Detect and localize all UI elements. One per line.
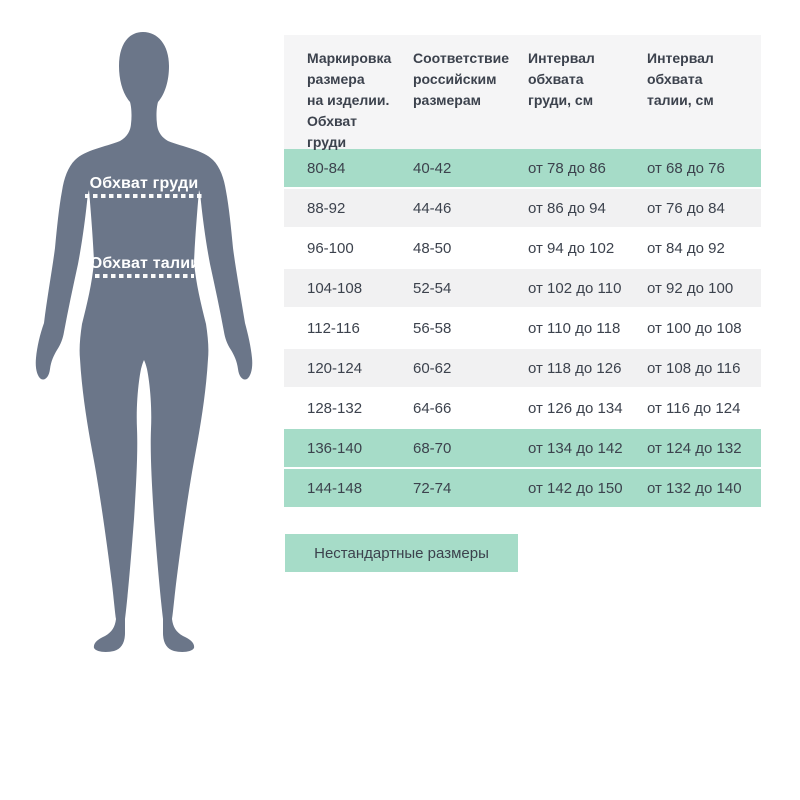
cell-waist: от 68 до 76	[647, 159, 725, 177]
cell-waist: от 92 до 100	[647, 279, 734, 297]
cell-russian: 40-42	[413, 159, 452, 177]
size-table: Маркировка размера на изделии. Обхват гр…	[284, 35, 761, 509]
cell-russian: 56-58	[413, 319, 452, 337]
table-row: 144-148 72-74 от 142 до 150 от 132 до 14…	[284, 469, 761, 509]
cell-marking: 136-140	[307, 439, 363, 457]
cell-chest: от 142 до 150	[528, 479, 623, 497]
cell-chest: от 86 до 94	[528, 199, 606, 217]
cell-chest: от 110 до 118	[528, 319, 621, 337]
table-row: 128-132 64-66 от 126 до 134 от 116 до 12…	[284, 389, 761, 429]
cell-russian: 48-50	[413, 239, 452, 257]
table-header-russian: Соответствие российским размерам	[413, 50, 510, 108]
cell-russian: 68-70	[413, 439, 452, 457]
table-row: 104-108 52-54 от 102 до 110 от 92 до 100	[284, 269, 761, 309]
cell-chest: от 102 до 110	[528, 279, 622, 297]
cell-marking: 96-100	[307, 239, 354, 257]
cell-russian: 64-66	[413, 399, 452, 417]
cell-waist: от 76 до 84	[647, 199, 725, 217]
nonstandard-sizes-button[interactable]: Нестандартные размеры	[285, 534, 518, 572]
waist-dashed-line	[95, 274, 194, 278]
cell-marking: 112-116	[307, 319, 360, 337]
cell-waist: от 132 до 140	[647, 479, 742, 497]
cell-marking: 144-148	[307, 479, 363, 497]
table-row: 136-140 68-70 от 134 до 142 от 124 до 13…	[284, 429, 761, 469]
table-row: 96-100 48-50 от 94 до 102 от 84 до 92	[284, 229, 761, 269]
body-silhouette: Обхват груди Обхват талии	[0, 0, 290, 680]
cell-marking: 80-84	[307, 159, 346, 177]
cell-waist: от 108 до 116	[647, 359, 741, 377]
table-header-row: Маркировка размера на изделии. Обхват гр…	[284, 35, 761, 150]
cell-chest: от 78 до 86	[528, 159, 606, 177]
cell-russian: 72-74	[413, 479, 452, 497]
cell-chest: от 94 до 102	[528, 239, 615, 257]
cell-marking: 88-92	[307, 199, 346, 217]
table-row: 120-124 60-62 от 118 до 126 от 108 до 11…	[284, 349, 761, 389]
table-row: 112-116 56-58 от 110 до 118 от 100 до 10…	[284, 309, 761, 349]
cell-waist: от 100 до 108	[647, 319, 742, 337]
table-header-marking: Маркировка размера на изделии. Обхват гр…	[307, 50, 392, 150]
table-header-waist: Интервал обхвата талии, см	[647, 50, 714, 108]
table-row: 80-84 40-42 от 78 до 86 от 68 до 76	[284, 149, 761, 189]
chest-dashed-line	[85, 194, 204, 198]
cell-chest: от 134 до 142	[528, 439, 623, 457]
cell-russian: 60-62	[413, 359, 452, 377]
cell-chest: от 118 до 126	[528, 359, 622, 377]
cell-waist: от 84 до 92	[647, 239, 725, 257]
chest-measure-label: Обхват груди	[89, 175, 199, 192]
male-figure	[35, 32, 253, 652]
cell-waist: от 124 до 132	[647, 439, 742, 457]
cell-russian: 44-46	[413, 199, 452, 217]
cell-marking: 120-124	[307, 359, 363, 377]
cell-waist: от 116 до 124	[647, 399, 741, 417]
cell-russian: 52-54	[413, 279, 452, 297]
table-row: 88-92 44-46 от 86 до 94 от 76 до 84	[284, 189, 761, 229]
waist-measure-label: Обхват талии	[89, 255, 201, 272]
cell-marking: 128-132	[307, 399, 363, 417]
table-header-chest: Интервал обхвата груди, см	[528, 50, 595, 108]
cell-chest: от 126 до 134	[528, 399, 623, 417]
cell-marking: 104-108	[307, 279, 363, 297]
